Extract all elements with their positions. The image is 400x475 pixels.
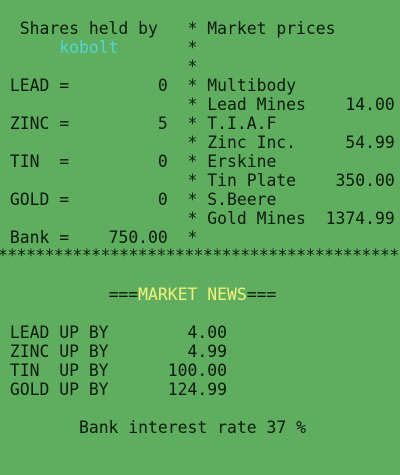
news-label-gold: GOLD UP BY	[9, 380, 109, 399]
company-name-multibody: Multibody	[207, 76, 297, 95]
company-name-sbeere: S.Beere	[207, 190, 277, 209]
holding-qty-gold: 0	[157, 190, 168, 209]
product-price-gold: 1374.99	[325, 209, 395, 228]
news-suffix: ===	[246, 285, 277, 304]
news-title: MARKET NEWS	[138, 285, 247, 304]
company-name-tiaf: T.I.A.F	[207, 114, 277, 133]
player-name: kobolt	[59, 38, 119, 57]
news-item-zinc: ZINC UP BY 4.99	[0, 342, 227, 361]
news-value-lead: 4.00	[187, 323, 227, 342]
news-item-tin: TIN UP BY 100.00	[0, 361, 227, 380]
product-name-zinc: Zinc Inc.	[207, 133, 297, 152]
holding-label-zinc: ZINC =	[9, 114, 70, 133]
holding-label-lead: LEAD =	[9, 76, 70, 95]
holding-row-zinc: ZINC = 5 * T.I.A.F	[9, 114, 277, 133]
interest-unit: %	[296, 418, 306, 437]
holding-qty-zinc: 5	[157, 114, 168, 133]
player-row: kobolt *	[59, 38, 198, 57]
news-value-tin: 100.00	[167, 361, 227, 380]
news-value-gold: 124.99	[167, 380, 227, 399]
interest-label: Bank interest rate	[78, 418, 257, 437]
holding-qty-lead: 0	[157, 76, 168, 95]
product-price-tin: 350.00	[335, 171, 395, 190]
holding-qty-tin: 0	[157, 152, 168, 171]
news-label-tin: TIN UP BY	[9, 361, 109, 380]
price-row-lead: * Lead Mines 14.00	[0, 95, 395, 114]
holding-row-lead: LEAD = 0 * Multibody	[9, 76, 297, 95]
market-prices-title: Market prices	[207, 19, 336, 38]
holding-label-gold: GOLD =	[9, 190, 70, 209]
news-label-zinc: ZINC UP BY	[9, 342, 109, 361]
shares-held-title: Shares held by	[19, 19, 158, 38]
interest-rate-row: Bank interest rate 37 %	[0, 418, 306, 437]
news-label-lead: LEAD UP BY	[9, 323, 109, 342]
price-row-zinc: * Zinc Inc. 54.99	[0, 133, 395, 152]
news-item-lead: LEAD UP BY 4.00	[0, 323, 227, 342]
product-price-lead: 14.00	[345, 95, 395, 114]
holding-row-gold: GOLD = 0 * S.Beere	[9, 190, 277, 209]
spacer-row: *	[0, 57, 198, 76]
holding-row-tin: TIN = 0 * Erskine	[9, 152, 277, 171]
separator-line: ****************************************…	[0, 246, 400, 265]
price-row-gold: * Gold Mines 1374.99	[0, 209, 395, 228]
bank-label: Bank =	[9, 228, 70, 247]
holding-label-tin: TIN =	[9, 152, 70, 171]
news-item-gold: GOLD UP BY 124.99	[0, 380, 227, 399]
bank-row: Bank = 750.00 *	[9, 228, 198, 247]
product-name-tin: Tin Plate	[207, 171, 297, 190]
market-news-heading: ===MARKET NEWS===	[0, 285, 277, 304]
product-price-zinc: 54.99	[345, 133, 395, 152]
news-value-zinc: 4.99	[187, 342, 227, 361]
news-prefix: ===	[108, 285, 139, 304]
price-row-tin: * Tin Plate 350.00	[0, 171, 395, 190]
product-name-lead: Lead Mines	[207, 95, 306, 114]
company-name-erskine: Erskine	[207, 152, 277, 171]
header-row: Shares held by * Market prices	[19, 19, 336, 38]
bank-amount: 750.00	[108, 228, 168, 247]
interest-rate-value: 37	[266, 418, 287, 437]
product-name-gold: Gold Mines	[207, 209, 306, 228]
